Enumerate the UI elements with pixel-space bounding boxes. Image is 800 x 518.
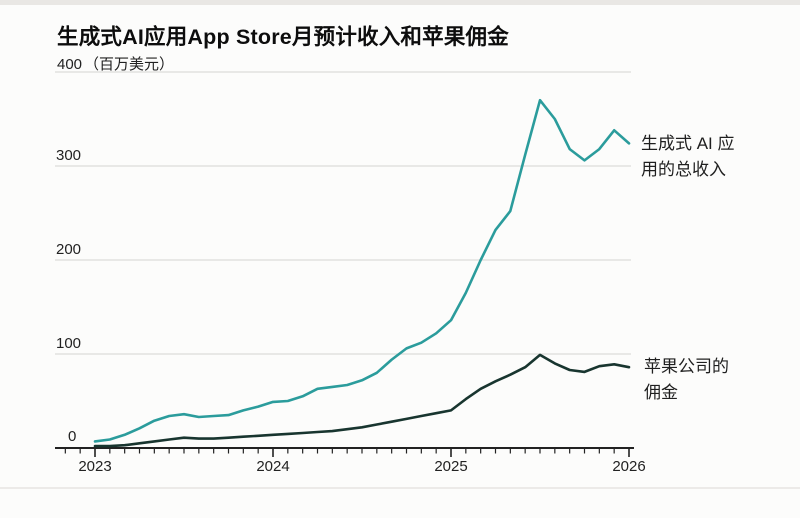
y-tick-label-100: 100	[56, 335, 82, 352]
commission-series-label-line2: 佣金	[644, 383, 678, 402]
commission-series-label-line1: 苹果公司的	[644, 357, 729, 376]
revenue-series-label: 生成式 AI 应 用的总收入	[641, 131, 735, 183]
y-tick-100-row: 100	[56, 335, 81, 352]
y-tick-label-200: 200	[56, 241, 82, 258]
y-tick-400-row: 400 （百万美元）	[57, 53, 174, 74]
y-tick-label-300: 300	[56, 147, 82, 164]
chart-title: 生成式AI应用App Store月预计收入和苹果佣金	[57, 25, 509, 49]
x-tick-label-2026: 2026	[612, 458, 646, 475]
bottom-divider	[0, 487, 800, 489]
x-tick-label-2025: 2025	[434, 458, 468, 475]
y-tick-200-row: 200	[56, 241, 81, 258]
revenue-series-label-line2: 用的总收入	[641, 160, 726, 179]
y-tick-label-400: 400	[57, 56, 83, 73]
revenue-series-line	[93, 98, 631, 443]
y-tick-300-row: 300	[56, 147, 81, 164]
y-tick-0-row: 0	[68, 428, 76, 445]
y-tick-label-0: 0	[68, 428, 77, 445]
page-top-strip	[0, 0, 800, 5]
x-tick-label-2023: 2023	[78, 458, 112, 475]
x-tick-label-2024: 2024	[256, 458, 290, 475]
y-axis-unit-label: （百万美元）	[84, 56, 175, 73]
commission-series-label: 苹果公司的 佣金	[644, 354, 729, 406]
revenue-series-label-line1: 生成式 AI 应	[641, 134, 735, 153]
commission-series-line	[93, 353, 631, 448]
